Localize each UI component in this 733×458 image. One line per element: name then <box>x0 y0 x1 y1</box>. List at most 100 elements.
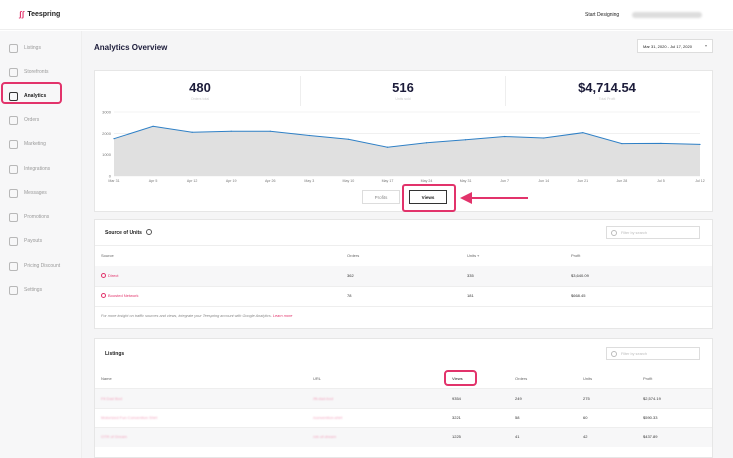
sidebar-item-marketing[interactable]: Marketing <box>8 135 78 153</box>
logo-text: Teespring <box>27 11 61 18</box>
sidebar-item-messages[interactable]: Messages <box>8 184 78 202</box>
y-tick-label: 1000 <box>102 152 112 157</box>
source-name: Direct <box>108 273 119 278</box>
data-point <box>699 143 701 146</box>
column-header-orders[interactable]: Orders <box>347 253 360 258</box>
column-header-profit[interactable]: Profit <box>571 253 581 258</box>
sidebar-item-label: Listings <box>24 45 41 51</box>
plug-icon <box>9 164 18 174</box>
sidebar-item-label: Settings <box>24 287 43 293</box>
stat-value: 480 <box>189 80 211 95</box>
divider <box>505 76 506 106</box>
table-row <box>95 266 712 286</box>
column-header-orders[interactable]: Orders <box>515 376 528 381</box>
date-range-select[interactable]: Mar 31, 2020 - Jul 17, 2020 ▾ <box>637 39 713 53</box>
listings-title: Listings <box>105 351 125 357</box>
column-header-units[interactable]: Units ▾ <box>467 253 479 258</box>
column-header-profit[interactable]: Profit <box>643 376 653 381</box>
data-point <box>465 139 467 141</box>
views-cell: 3221 <box>452 415 461 420</box>
orders-cell: 78 <box>347 293 352 298</box>
views-toggle[interactable]: Views <box>409 190 447 204</box>
sidebar-item-storefronts[interactable]: Storefronts <box>8 63 78 81</box>
series-area <box>114 126 700 176</box>
sidebar-item-integrations[interactable]: Integrations <box>8 160 78 178</box>
units-cell: 335 <box>467 273 474 278</box>
data-point <box>191 131 193 133</box>
data-point <box>347 138 349 140</box>
listing-name[interactable]: Fit Dad Bod <box>101 396 123 401</box>
sidebar-item-label: Promotions <box>24 214 50 220</box>
sidebar-item-promotions[interactable]: Promotions <box>8 208 78 226</box>
source-search-input[interactable]: Filter by search <box>606 226 700 239</box>
data-point <box>425 142 428 144</box>
column-header-url[interactable]: URL <box>313 376 322 381</box>
listing-url[interactable]: /convention-shirt <box>313 415 343 420</box>
views-cell: 1225 <box>452 434 461 439</box>
y-tick-label: 2000 <box>102 131 112 136</box>
profit-cell: $590.33 <box>643 415 658 420</box>
source-direct-link[interactable]: Direct <box>101 273 118 278</box>
column-header-units[interactable]: Units <box>583 376 593 381</box>
stat-value: 516 <box>392 80 414 95</box>
source-of-units-title: Source of Units <box>105 229 153 236</box>
column-header-views[interactable]: Views <box>452 376 463 381</box>
sidebar-item-label: Storefronts <box>24 69 49 75</box>
divider <box>95 427 712 428</box>
source-boosted-link[interactable]: Boosted Network <box>101 293 138 298</box>
listings-search-input[interactable]: Filter by search <box>606 347 700 360</box>
stat-units: 516 Units sold <box>353 80 453 101</box>
divider <box>95 408 712 409</box>
stat-value: $4,714.54 <box>578 80 636 95</box>
x-tick-label: May 24 <box>421 179 433 183</box>
profits-toggle[interactable]: Profits <box>362 190 400 204</box>
stat-label: Units sold <box>395 97 411 101</box>
search-icon <box>611 230 617 236</box>
column-header-name[interactable]: Name <box>101 376 112 381</box>
learn-more-link[interactable]: Learn more <box>272 314 293 318</box>
x-tick-label: Apr 26 <box>265 179 276 183</box>
search-icon <box>611 351 617 357</box>
shirt-icon <box>9 43 18 53</box>
chevron-down-icon: ▾ <box>704 43 707 48</box>
box-icon <box>9 115 18 125</box>
column-header-units-label: Units <box>467 253 477 258</box>
sidebar-item-label: Analytics <box>24 93 47 99</box>
start-designing-link[interactable]: Start Designing <box>585 12 620 18</box>
profit-cell: $3,640.09 <box>571 273 589 278</box>
envelope-icon <box>9 188 18 198</box>
listing-url[interactable]: /otr-of-dream <box>313 434 337 439</box>
stat-label: Orders total <box>190 97 210 101</box>
note-text: For more insight on traffic sources and … <box>101 314 272 318</box>
source-of-units-title-text: Source of Units <box>105 230 142 236</box>
sidebar-item-settings[interactable]: Settings <box>8 281 78 299</box>
logo[interactable]: ʃʃ Teespring <box>19 10 60 19</box>
profit-cell: $2,574.19 <box>643 396 661 401</box>
sidebar-item-pricing-discount[interactable]: Pricing Discount <box>8 257 78 275</box>
bar-chart-icon <box>9 91 18 101</box>
series-line <box>113 125 701 148</box>
listing-url[interactable]: /fit-dad-bod <box>313 396 334 401</box>
x-tick-label: Jun 28 <box>616 179 627 183</box>
sidebar-item-orders[interactable]: Orders <box>8 111 78 129</box>
x-tick-label: Jun 14 <box>538 179 549 183</box>
search-placeholder: Filter by search <box>621 230 647 235</box>
data-point <box>308 134 310 137</box>
account-menu[interactable] <box>632 12 702 18</box>
sidebar-item-payouts[interactable]: Payouts <box>8 232 78 250</box>
sidebar-item-label: Marketing <box>24 141 46 147</box>
top-bar: ʃʃ Teespring Start Designing <box>0 0 733 30</box>
x-tick-label: May 3 <box>304 179 314 183</box>
units-cell: 60 <box>583 415 588 420</box>
sidebar-item-analytics[interactable]: Analytics <box>8 87 78 105</box>
stat-orders: 480 Orders total <box>150 80 250 101</box>
listing-name[interactable]: Motorized Fun Convention Shirt <box>101 415 158 420</box>
listing-name[interactable]: OTR of Dream <box>101 434 128 439</box>
sidebar-item-listings[interactable]: Listings <box>8 39 78 57</box>
sidebar-item-label: Integrations <box>24 166 51 172</box>
help-icon[interactable] <box>146 229 153 235</box>
data-point <box>113 138 115 140</box>
data-point <box>230 130 232 132</box>
storefront-icon <box>9 67 18 77</box>
orders-cell: 58 <box>515 415 520 420</box>
